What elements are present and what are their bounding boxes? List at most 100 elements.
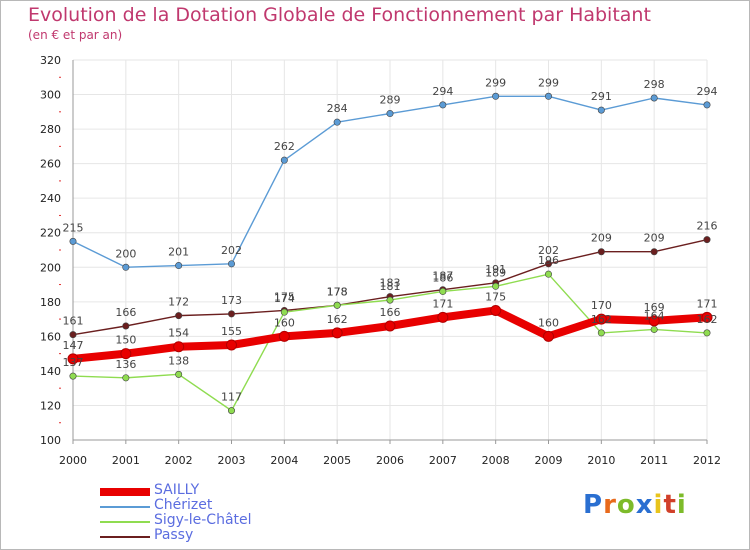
data-label: 191 bbox=[485, 263, 506, 276]
data-point bbox=[175, 370, 183, 378]
data-label: 209 bbox=[644, 232, 665, 245]
x-tick-label: 2009 bbox=[535, 454, 563, 467]
y-ticks: 100 120 140 160 180 200 220 240 260 280 300 320 bbox=[40, 54, 61, 447]
data-label: 171 bbox=[432, 297, 453, 310]
data-point bbox=[543, 330, 554, 342]
data-label: 294 bbox=[432, 85, 453, 98]
data-point bbox=[384, 320, 396, 332]
data-label: 202 bbox=[538, 244, 559, 257]
data-point bbox=[437, 311, 449, 323]
y-tick-label: 200 bbox=[40, 261, 61, 274]
data-label: 136 bbox=[115, 358, 136, 371]
data-point bbox=[175, 312, 183, 320]
y-tick-label: 260 bbox=[40, 158, 61, 171]
legend-label: Passy bbox=[154, 527, 194, 543]
data-label: 164 bbox=[644, 309, 665, 322]
data-label: 160 bbox=[274, 316, 295, 329]
chart-subtitle: (en € et par an) bbox=[28, 28, 123, 42]
data-point bbox=[228, 310, 236, 318]
data-label: 284 bbox=[327, 102, 348, 115]
data-point bbox=[333, 301, 341, 309]
data-point bbox=[597, 248, 605, 256]
legend-swatch bbox=[100, 536, 150, 538]
logo-letter: i bbox=[676, 490, 687, 520]
data-label: 173 bbox=[221, 294, 242, 307]
data-point bbox=[280, 308, 288, 316]
data-label: 160 bbox=[538, 316, 559, 329]
data-label: 186 bbox=[432, 271, 453, 284]
data-label: 178 bbox=[327, 285, 348, 298]
data-label: 162 bbox=[327, 313, 348, 326]
data-label: 166 bbox=[380, 306, 401, 319]
data-label: 294 bbox=[697, 85, 718, 98]
data-label: 138 bbox=[168, 354, 189, 367]
data-label: 196 bbox=[538, 254, 559, 267]
legend-label: Chérizet bbox=[154, 497, 213, 513]
data-label: 171 bbox=[697, 297, 718, 310]
data-point bbox=[69, 331, 77, 339]
data-point bbox=[69, 372, 77, 380]
data-point bbox=[544, 92, 552, 100]
x-tick-label: 2006 bbox=[376, 454, 404, 467]
proxiti-logo: Proxiti bbox=[583, 490, 687, 520]
data-point bbox=[122, 374, 130, 382]
data-point bbox=[703, 101, 711, 109]
y-tick-label: 280 bbox=[40, 123, 61, 136]
data-label: 209 bbox=[591, 232, 612, 245]
data-point bbox=[67, 353, 79, 365]
data-label: 215 bbox=[63, 221, 84, 234]
data-label: 181 bbox=[380, 280, 401, 293]
y-tick-label: 220 bbox=[40, 227, 61, 240]
y-tick-label: 160 bbox=[40, 330, 61, 343]
data-point bbox=[228, 260, 236, 268]
data-point bbox=[597, 329, 605, 337]
legend-label: SAILLY bbox=[154, 482, 200, 498]
logo-letter: o bbox=[616, 490, 636, 520]
data-point bbox=[333, 118, 341, 126]
y-tick-label: 100 bbox=[40, 434, 61, 447]
data-label: 170 bbox=[591, 299, 612, 312]
y-tick-label: 120 bbox=[40, 399, 61, 412]
data-point bbox=[439, 287, 447, 295]
legend-swatch bbox=[100, 506, 150, 508]
data-label: 154 bbox=[168, 327, 189, 340]
y-tick-label: 240 bbox=[40, 192, 61, 205]
logo-letter: i bbox=[653, 490, 664, 520]
data-label: 289 bbox=[380, 94, 401, 107]
x-tick-label: 2012 bbox=[693, 454, 721, 467]
data-label: 262 bbox=[274, 140, 295, 153]
data-label: 147 bbox=[63, 339, 84, 352]
data-point bbox=[280, 156, 288, 164]
data-point bbox=[595, 313, 607, 325]
y-tick-label: 180 bbox=[40, 296, 61, 309]
data-point bbox=[703, 329, 711, 337]
data-label: 166 bbox=[115, 306, 136, 319]
x-tick-label: 2003 bbox=[218, 454, 246, 467]
data-label: 298 bbox=[644, 78, 665, 91]
data-point bbox=[544, 270, 552, 278]
line-chart: 100 120 140 160 180 200 220 240 260 280 300 320 200… bbox=[40, 54, 721, 467]
data-point bbox=[386, 110, 394, 118]
data-point bbox=[597, 106, 605, 114]
data-label: 155 bbox=[221, 325, 242, 338]
data-label: 169 bbox=[644, 301, 665, 314]
data-point bbox=[122, 263, 130, 271]
data-label: 299 bbox=[485, 76, 506, 89]
data-label: 189 bbox=[485, 266, 506, 279]
data-point bbox=[703, 236, 711, 244]
data-point bbox=[492, 92, 500, 100]
data-label: 291 bbox=[591, 90, 612, 103]
y-tick-label: 300 bbox=[40, 89, 61, 102]
x-tick-label: 2005 bbox=[323, 454, 351, 467]
x-tick-label: 2011 bbox=[640, 454, 668, 467]
data-point bbox=[120, 348, 132, 360]
data-label: 162 bbox=[591, 313, 612, 326]
legend-swatch bbox=[100, 521, 150, 523]
data-point bbox=[331, 327, 343, 339]
data-label: 216 bbox=[697, 220, 718, 233]
x-tick-label: 2010 bbox=[587, 454, 615, 467]
data-point bbox=[439, 101, 447, 109]
data-label: 137 bbox=[63, 356, 84, 369]
logo-letter: x bbox=[635, 490, 654, 520]
data-label: 175 bbox=[485, 290, 506, 303]
